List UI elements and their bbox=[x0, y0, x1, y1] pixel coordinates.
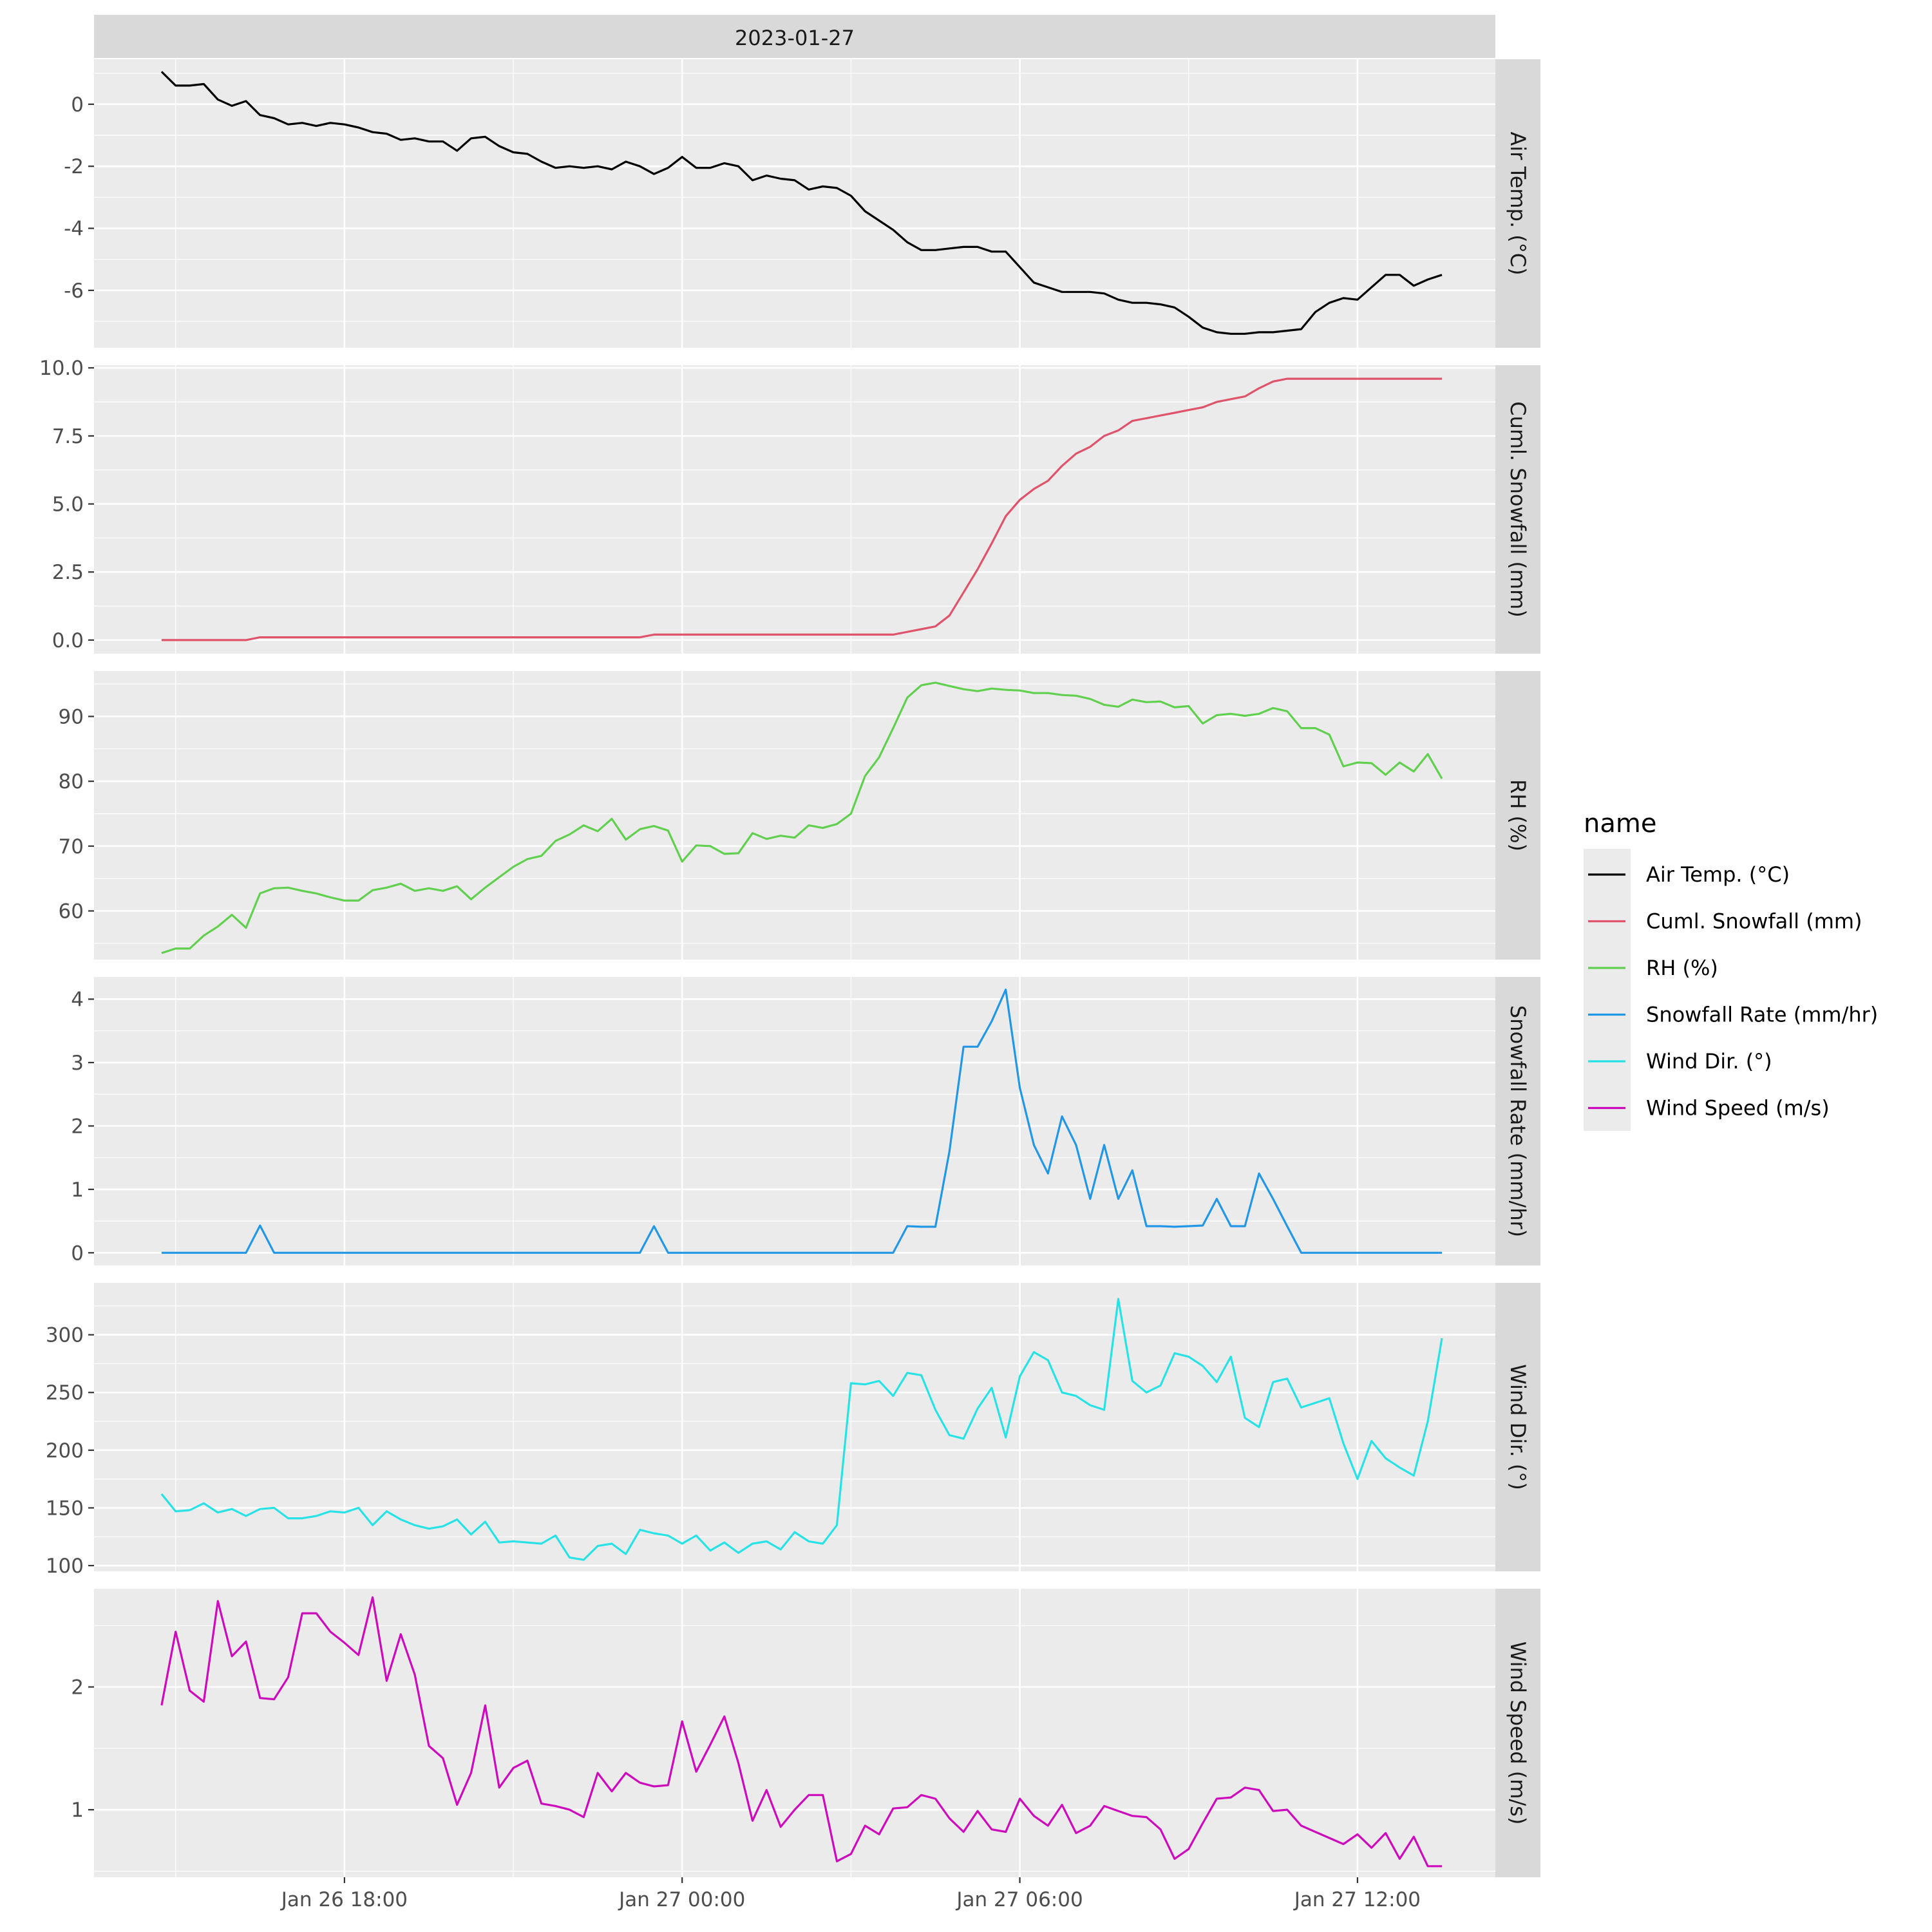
panel-strip bbox=[1495, 1589, 1540, 1877]
y-tick-label: 60 bbox=[59, 900, 84, 923]
y-tick-label: 4 bbox=[71, 988, 84, 1011]
y-tick-label: 80 bbox=[59, 770, 84, 793]
y-tick-label: 2.5 bbox=[52, 561, 84, 584]
panel-wind-dir: 100 150 200 250 300 Wind Dir. (°) bbox=[46, 1283, 1540, 1578]
series-line-snowfall-rate-mm-hr bbox=[161, 989, 1442, 1254]
y-tick-label: 200 bbox=[46, 1439, 84, 1463]
legend-label-snowfall-rate-mm-hr: Snowfall Rate (mm/hr) bbox=[1646, 1003, 1878, 1027]
panel-strip bbox=[1495, 59, 1540, 348]
x-tick-label: Jan 27 00:00 bbox=[618, 1888, 745, 1911]
facet-strip: 2023-01-27 bbox=[94, 15, 1495, 58]
y-tick-label: 250 bbox=[46, 1381, 84, 1405]
panel-snowfall-rate-mm-hr: 0 1 2 3 4 Snowfall Rate (mm/hr) bbox=[71, 977, 1540, 1265]
y-tick-label: -6 bbox=[64, 279, 84, 303]
panel-strip-label: Wind Speed (m/s) bbox=[1506, 1642, 1530, 1825]
y-tick-label: 300 bbox=[46, 1324, 84, 1347]
legend-title: name bbox=[1584, 809, 1656, 838]
x-axis: Jan 26 18:00 Jan 27 00:00 Jan 27 06:00 Jan … bbox=[280, 1877, 1421, 1911]
panel-background bbox=[94, 1589, 1495, 1877]
panel-background bbox=[94, 59, 1495, 348]
x-tick-label: Jan 27 06:00 bbox=[955, 1888, 1083, 1911]
legend: name Air Temp. (°C) Cuml. Snowfall (mm) RH… bbox=[1584, 809, 1878, 1131]
y-tick-label: 100 bbox=[46, 1555, 84, 1578]
y-tick-label: 0 bbox=[71, 93, 84, 117]
panels: 0 -2 -4 -6 Air Temp. (°C) 0.0 2.5 5.0 7.5 10.0 Cum… bbox=[39, 59, 1540, 1877]
y-tick-label: 10.0 bbox=[39, 357, 84, 380]
y-tick-label: 2 bbox=[71, 1115, 84, 1138]
facet-strip-title: 2023-01-27 bbox=[735, 26, 855, 50]
series-line-wind-dir bbox=[160, 1298, 1443, 1561]
y-tick-label: 5.0 bbox=[52, 493, 84, 516]
y-tick-label: 0.0 bbox=[52, 629, 84, 652]
panel-wind-speed-m-s: 1 2 Wind Speed (m/s) bbox=[71, 1589, 1540, 1877]
y-tick-label: 7.5 bbox=[52, 425, 84, 448]
facet-strip-background bbox=[94, 15, 1495, 58]
series-line-air-temp-c bbox=[160, 71, 1443, 335]
panel-strip-label: Air Temp. (°C) bbox=[1506, 131, 1530, 275]
legend-label-wind-speed-m-s: Wind Speed (m/s) bbox=[1646, 1096, 1830, 1121]
legend-label-air-temp-c: Air Temp. (°C) bbox=[1646, 862, 1790, 887]
y-tick-label: 1 bbox=[71, 1799, 84, 1822]
panel-strip-label: RH (%) bbox=[1506, 779, 1530, 851]
panel-background bbox=[94, 1283, 1495, 1571]
y-tick-label: 0 bbox=[71, 1242, 84, 1265]
legend-entries: Air Temp. (°C) Cuml. Snowfall (mm) RH (%) S… bbox=[1588, 862, 1878, 1121]
panel-strip-label: Snowfall Rate (mm/hr) bbox=[1506, 1005, 1530, 1237]
x-tick-label: Jan 27 12:00 bbox=[1293, 1888, 1421, 1911]
legend-label-cuml-snowfall-mm: Cuml. Snowfall (mm) bbox=[1646, 909, 1862, 934]
legend-label-rh: RH (%) bbox=[1646, 956, 1718, 980]
panel-air-temp-c: 0 -2 -4 -6 Air Temp. (°C) bbox=[64, 59, 1540, 348]
panel-strip-label: Wind Dir. (°) bbox=[1506, 1364, 1530, 1490]
panel-background bbox=[94, 365, 1495, 654]
panel-rh: 60 70 80 90 RH (%) bbox=[59, 671, 1540, 960]
y-tick-label: -4 bbox=[64, 218, 84, 241]
series-line-wind-speed-m-s bbox=[160, 1596, 1442, 1868]
legend-label-wind-dir: Wind Dir. (°) bbox=[1646, 1049, 1772, 1074]
series-line-cuml-snowfall-mm bbox=[161, 377, 1442, 641]
panel-strip bbox=[1495, 365, 1540, 654]
y-tick-label: 1 bbox=[71, 1179, 84, 1202]
y-tick-label: 150 bbox=[46, 1497, 84, 1520]
x-tick-label: Jan 26 18:00 bbox=[280, 1888, 408, 1911]
panel-strip bbox=[1495, 1283, 1540, 1571]
panel-strip bbox=[1495, 977, 1540, 1265]
panel-strip-label: Cuml. Snowfall (mm) bbox=[1506, 401, 1530, 618]
y-tick-label: -2 bbox=[64, 155, 84, 178]
panel-background bbox=[94, 977, 1495, 1265]
panel-strip bbox=[1495, 671, 1540, 960]
y-tick-label: 90 bbox=[59, 705, 84, 728]
panel-background bbox=[94, 671, 1495, 960]
legend-key-background bbox=[1584, 849, 1631, 1131]
y-tick-label: 70 bbox=[59, 835, 84, 858]
panel-cuml-snowfall-mm: 0.0 2.5 5.0 7.5 10.0 Cuml. Snowfall (mm) bbox=[39, 357, 1540, 654]
series-line-rh bbox=[161, 681, 1443, 954]
y-tick-label: 2 bbox=[71, 1676, 84, 1700]
y-tick-label: 3 bbox=[71, 1052, 84, 1075]
